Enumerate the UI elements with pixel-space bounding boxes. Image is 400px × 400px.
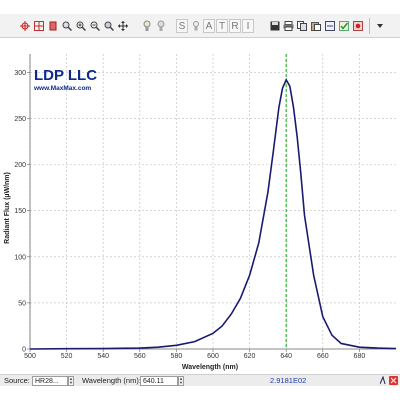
- zoom-in-icon[interactable]: [74, 19, 87, 33]
- crosshair-icon[interactable]: [18, 19, 31, 33]
- chart-ticks: 500 520 540 560 580 600 620 640 660 680 0 50 100 150 2…: [14, 70, 365, 360]
- mode-a-button[interactable]: A: [203, 19, 215, 33]
- grid-icon[interactable]: [32, 19, 45, 33]
- x-tick-label: 600: [207, 353, 219, 360]
- x-tick-label: 580: [171, 353, 183, 360]
- spectrum-chart[interactable]: 500 520 540 560 580 600 620 640 660 680 0 50 100 150 2…: [0, 48, 400, 374]
- dropdown-arrow-icon[interactable]: [373, 19, 386, 33]
- x-tick-label: 660: [317, 353, 329, 360]
- status-bar: Source: HR28... ▲ ▼ Wavelength (nm): 640.…: [0, 374, 400, 386]
- toolbar-group-graph: [18, 17, 130, 35]
- export-icon[interactable]: [324, 19, 337, 33]
- y-tick-label: 250: [14, 116, 26, 123]
- x-tick-label: 680: [354, 353, 366, 360]
- toolbar-group-lamp: [140, 17, 168, 35]
- peak-icon[interactable]: [379, 375, 388, 386]
- mode-s-button[interactable]: S: [176, 19, 188, 33]
- y-tick-label: 0: [22, 347, 26, 354]
- source-label: Source:: [4, 376, 30, 385]
- window-bottom-edge: [0, 386, 400, 400]
- pan-icon[interactable]: [116, 19, 129, 33]
- lamp-off-icon[interactable]: [154, 19, 167, 33]
- x-tick-label: 620: [244, 353, 256, 360]
- toolbar: S A T R I: [0, 14, 400, 38]
- toolbar-separator: [369, 18, 370, 34]
- x-tick-label: 640: [280, 353, 292, 360]
- close-icon[interactable]: [389, 376, 398, 386]
- delete-icon[interactable]: [46, 19, 59, 33]
- x-axis-label: Wavelength (nm): [182, 364, 238, 371]
- y-tick-label: 50: [18, 300, 26, 307]
- mode-i-button[interactable]: I: [242, 19, 254, 33]
- lamp-small-icon[interactable]: [189, 19, 202, 33]
- y-tick-label: 300: [14, 70, 26, 77]
- x-tick-label: 520: [61, 353, 73, 360]
- source-select-arrows[interactable]: ▲ ▼: [68, 376, 74, 386]
- wavelength-spinner[interactable]: ▲ ▼: [178, 376, 184, 386]
- y-tick-label: 150: [14, 208, 26, 215]
- save-icon[interactable]: [268, 19, 281, 33]
- lamp-icon[interactable]: [140, 19, 153, 33]
- brand-name: LDP LLC: [34, 67, 97, 84]
- zoom-out-icon[interactable]: [88, 19, 101, 33]
- wavelength-input[interactable]: 640.11: [140, 376, 178, 386]
- zoom-reset-icon[interactable]: [102, 19, 115, 33]
- source-select[interactable]: HR28...: [32, 376, 68, 386]
- y-tick-label: 100: [14, 254, 26, 261]
- paste-icon[interactable]: [310, 19, 323, 33]
- copy-icon[interactable]: [296, 19, 309, 33]
- x-tick-label: 500: [24, 353, 36, 360]
- settings-icon[interactable]: [352, 19, 365, 33]
- toolbar-group-modes: S A T R I: [176, 17, 255, 35]
- brand-url: www.MaxMax.com: [33, 85, 91, 92]
- spectrum-series-line: [29, 78, 397, 350]
- x-tick-label: 560: [134, 353, 146, 360]
- mode-t-button[interactable]: T: [216, 19, 228, 33]
- mode-r-button[interactable]: R: [229, 19, 241, 33]
- check-icon[interactable]: [338, 19, 351, 33]
- x-tick-label: 540: [97, 353, 109, 360]
- y-tick-label: 200: [14, 162, 26, 169]
- wavelength-label: Wavelength (nm):: [82, 376, 141, 385]
- zoom-icon[interactable]: [60, 19, 73, 33]
- toolbar-group-file: [268, 17, 387, 35]
- y-axis-label: Radiant Flux (µW/nm): [4, 172, 11, 244]
- print-icon[interactable]: [282, 19, 295, 33]
- value-readout: 2.9181E02: [270, 376, 307, 385]
